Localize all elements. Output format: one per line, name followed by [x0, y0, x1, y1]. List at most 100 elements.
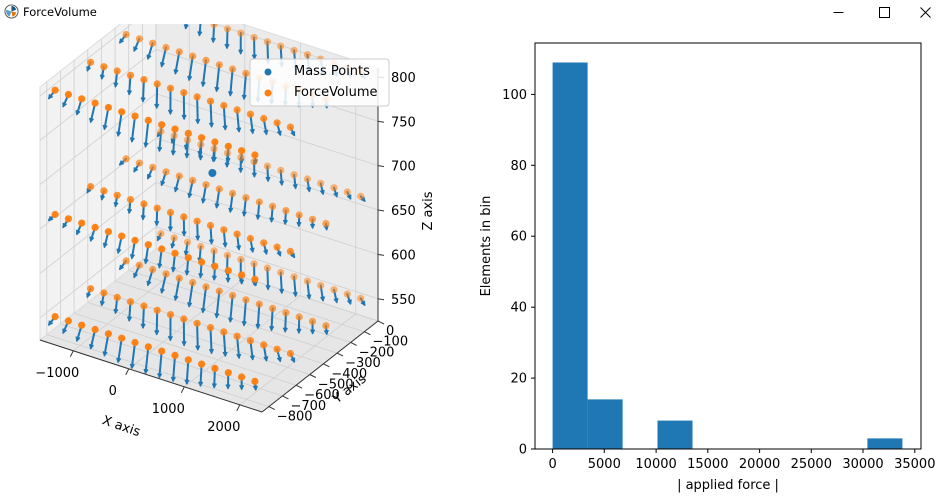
force-volume-point [122, 257, 130, 265]
force-volume-point [166, 208, 175, 217]
force-volume-point [260, 114, 268, 123]
force-volume-point [64, 317, 72, 325]
force-arrow-head [127, 208, 133, 215]
force-arrow-head [238, 167, 244, 174]
force-arrow-head [251, 172, 257, 178]
force-arrow-head [346, 299, 352, 305]
histogram-x-tick-label: 30000 [842, 457, 883, 472]
force-arrow-head [249, 355, 255, 361]
force-volume-point [215, 287, 223, 295]
force-arrow [215, 63, 221, 92]
force-arrow-head [306, 294, 312, 300]
force-arrow [209, 326, 213, 354]
force-volume-point [273, 119, 281, 127]
x-tick-label: 2000 [207, 420, 240, 435]
force-volume-point [202, 283, 210, 291]
force-volume-point [220, 226, 228, 234]
histogram-y-label: Elements in bin [479, 196, 494, 297]
force-volume-point [290, 171, 298, 179]
force-volume-point [286, 247, 294, 255]
grid-line-y-floor [46, 334, 269, 407]
force-volume-point [104, 103, 112, 112]
x-axis-label: X axis [100, 413, 142, 440]
close-button[interactable] [907, 0, 944, 24]
y-tick-label: −500 [318, 378, 354, 393]
force-volume-point [189, 278, 197, 287]
force-volume-point [166, 84, 175, 92]
force-arrow-head [222, 125, 228, 131]
minimize-button[interactable] [815, 0, 861, 24]
force-volume-point [238, 373, 246, 381]
force-arrow-head [214, 86, 220, 93]
force-arrow-head [310, 223, 316, 230]
force-volume-point [100, 187, 108, 195]
force-arrow-head [320, 296, 326, 302]
force-volume-point [210, 24, 218, 29]
force-arrow-head [154, 330, 160, 336]
force-arrow [196, 95, 199, 124]
force-arrow-head [224, 43, 230, 50]
force-volume-point [131, 112, 139, 120]
minimize-icon [833, 11, 843, 13]
force-arrow-head [276, 130, 282, 137]
force-arrow-head [228, 207, 234, 214]
force-arrow-head [241, 94, 247, 101]
force-volume-point [170, 132, 178, 140]
x-tick-mark [69, 350, 74, 358]
maximize-button[interactable] [861, 0, 907, 24]
force-arrow-head [195, 345, 201, 351]
force-arrow-head [88, 343, 94, 350]
grid-line-y-floor [87, 302, 310, 375]
force-volume-point [210, 145, 218, 153]
force-arrow [201, 285, 207, 313]
force-arrow-head [183, 24, 189, 30]
z-tick-label: 550 [391, 293, 416, 308]
force-volume-point [282, 309, 290, 317]
force-volume-point [210, 247, 218, 255]
force-arrow-head [263, 249, 269, 256]
force-arrow [130, 115, 136, 143]
force-volume-point [263, 38, 271, 46]
force-volume-point [322, 220, 330, 228]
force-volume-point [189, 52, 197, 60]
histogram-frame [534, 42, 922, 450]
force-arrow-head [143, 258, 149, 265]
grid-line-y-floor [73, 312, 297, 386]
force-volume-point [91, 99, 99, 107]
grid-line-z-side [39, 24, 133, 97]
force-arrow-head [102, 242, 108, 249]
force-arrow-head [333, 192, 339, 198]
force-arrow-head [62, 102, 67, 108]
force-volume-point [162, 168, 170, 176]
force-arrow-head [146, 174, 152, 180]
force-arrow-head [170, 243, 176, 249]
force-volume-point [198, 258, 206, 266]
force-arrow-head [319, 189, 325, 196]
force-volume-point [322, 322, 330, 330]
force-arrow-head [133, 167, 139, 173]
force-arrow-head [89, 236, 95, 242]
force-arrow [256, 303, 261, 329]
grid-line-y-floor [60, 323, 283, 397]
histogram-y-tick-label: 0 [519, 443, 527, 458]
force-arrow [229, 68, 234, 96]
force-arrow-head [292, 291, 298, 298]
grid-line-y-floor [142, 259, 365, 333]
force-volume-point [250, 33, 258, 42]
force-arrow-head [252, 385, 258, 391]
z-tick-mark [377, 253, 385, 256]
grid-line-x-floor [184, 295, 301, 388]
z-tick-mark [377, 165, 385, 168]
force-arrow-head [208, 239, 214, 245]
force-volume-point [162, 43, 170, 52]
force-arrow-head [119, 264, 124, 271]
y-tick-mark [364, 331, 371, 336]
force-arrow-head [187, 75, 193, 82]
force-volume-point [184, 129, 192, 137]
force-volume-point [149, 163, 157, 171]
force-volume-point [250, 158, 258, 166]
histogram-plot-area [535, 43, 921, 449]
force-volume-point [277, 42, 285, 50]
force-arrow-head [133, 46, 138, 53]
legend-frame [249, 58, 390, 107]
